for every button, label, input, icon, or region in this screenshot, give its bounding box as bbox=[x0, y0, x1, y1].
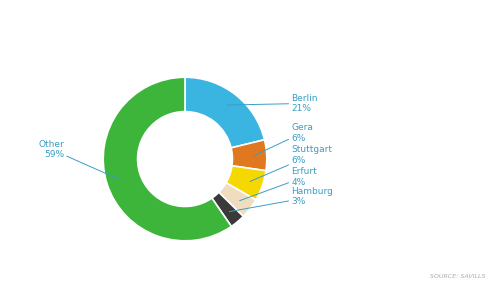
Text: TRANSACTED UNITS BY LOCATION: TRANSACTED UNITS BY LOCATION bbox=[12, 20, 237, 33]
Text: Stuttgart
6%: Stuttgart 6% bbox=[250, 145, 332, 181]
Wedge shape bbox=[212, 192, 244, 226]
Wedge shape bbox=[185, 77, 264, 148]
Text: Other
59%: Other 59% bbox=[38, 139, 119, 179]
Wedge shape bbox=[103, 77, 232, 241]
Text: Berlin
21%: Berlin 21% bbox=[228, 94, 318, 113]
Text: Hamburg
3%: Hamburg 3% bbox=[229, 187, 333, 212]
Wedge shape bbox=[219, 183, 256, 216]
Text: Erfurt
4%: Erfurt 4% bbox=[240, 167, 317, 201]
Wedge shape bbox=[226, 166, 266, 200]
Wedge shape bbox=[231, 140, 267, 171]
Text: Gera
6%: Gera 6% bbox=[254, 123, 313, 156]
Text: SOURCE: SAVILLS: SOURCE: SAVILLS bbox=[430, 274, 485, 279]
